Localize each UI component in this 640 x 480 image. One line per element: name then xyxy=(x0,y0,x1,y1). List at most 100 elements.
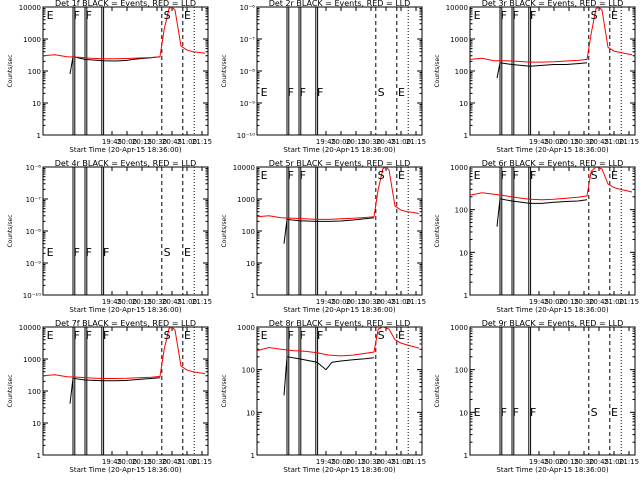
plot-frame xyxy=(469,166,636,296)
x-tick-label: 20:30 xyxy=(574,298,594,306)
plot-frame xyxy=(256,326,423,456)
x-tick-label: 21:00 xyxy=(391,138,411,146)
attenuator-marker-label: F xyxy=(103,329,109,342)
x-tick-label: 20:15 xyxy=(132,298,152,306)
attenuator-marker-label: F xyxy=(74,246,80,259)
events-series-line xyxy=(283,356,375,396)
x-tick-label: 20:00 xyxy=(331,298,351,306)
panel-det-4: Det 4r BLACK = Events, RED = LLD 10⁻¹⁰ 10⁻… xyxy=(7,159,212,314)
y-axis-title: Counts/sec xyxy=(221,374,228,407)
y-tick-label: 10⁻⁷ xyxy=(240,36,256,44)
x-tick-label: 19:45 xyxy=(102,458,122,466)
x-tick-label: 21:00 xyxy=(391,458,411,466)
lld-series-line xyxy=(257,327,420,357)
x-axis-title: Start Time (20-Apr-15 18:36:00) xyxy=(69,466,181,474)
attenuator-marker-label: F xyxy=(530,9,536,22)
attenuator-marker-label: F xyxy=(501,406,507,419)
events-series-line xyxy=(283,217,375,244)
x-tick-label: 20:15 xyxy=(559,138,579,146)
attenuator-marker-label: F xyxy=(530,406,536,419)
x-tick-label: 20:30 xyxy=(361,458,381,466)
attenuator-marker-label: E xyxy=(611,169,618,182)
x-tick-label: 19:45 xyxy=(316,458,336,466)
x-tick-label: 20:45 xyxy=(162,458,182,466)
y-tick-label: 100 xyxy=(28,68,41,76)
y-axis-title: Counts/sec xyxy=(7,214,14,247)
y-tick-label: 1 xyxy=(464,132,468,140)
x-tick-label: 20:15 xyxy=(559,298,579,306)
y-tick-label: 10000 xyxy=(446,4,468,12)
panel-det-7: Det 7f BLACK = Events, RED = LLD 1 10 100 10… xyxy=(7,319,212,474)
x-tick-label: 19:45 xyxy=(316,298,336,306)
y-tick-label: 100 xyxy=(455,68,468,76)
panel-det-1: Det 1f BLACK = Events, RED = LLD 1 10 100 10… xyxy=(7,0,212,154)
y-tick-label: 10⁻⁷ xyxy=(26,196,42,204)
panel-title: Det 4r BLACK = Events, RED = LLD xyxy=(55,159,197,168)
attenuator-marker-label: E xyxy=(184,246,191,259)
panel-title: Det 6r BLACK = Events, RED = LLD xyxy=(482,159,624,168)
y-tick-label: 10000 xyxy=(19,324,41,332)
x-axis-title: Start Time (20-Apr-15 18:36:00) xyxy=(69,146,181,154)
y-axis-title: Counts/sec xyxy=(7,374,14,407)
attenuator-marker-label: F xyxy=(300,86,306,99)
x-tick-label: 19:45 xyxy=(102,298,122,306)
y-tick-label: 10⁻⁶ xyxy=(26,164,42,172)
y-tick-label: 10 xyxy=(459,409,468,417)
attenuator-marker-label: S xyxy=(591,406,598,419)
attenuator-marker-label: E xyxy=(261,169,268,182)
lld-series-line xyxy=(470,7,633,63)
panel-det-6: Det 6r BLACK = Events, RED = LLD 1 10 100 10… xyxy=(434,159,639,314)
y-tick-label: 1000 xyxy=(23,36,41,44)
attenuator-marker-label: E xyxy=(398,329,405,342)
x-tick-label: 20:00 xyxy=(544,458,564,466)
x-tick-label: 20:45 xyxy=(376,458,396,466)
y-tick-label: 1000 xyxy=(237,324,255,332)
y-tick-label: 10⁻⁶ xyxy=(240,4,256,12)
x-tick-label: 21:00 xyxy=(177,298,197,306)
x-tick-label: 20:00 xyxy=(331,138,351,146)
attenuator-marker-label: F xyxy=(317,329,323,342)
x-tick-label: 20:15 xyxy=(132,458,152,466)
x-tick-label: 20:15 xyxy=(346,138,366,146)
y-tick-label: 10 xyxy=(32,100,41,108)
x-tick-label: 21:00 xyxy=(391,298,411,306)
y-tick-label: 10 xyxy=(246,409,255,417)
lld-series-line xyxy=(470,167,633,201)
y-tick-label: 1 xyxy=(37,132,41,140)
x-tick-label: 21:15 xyxy=(406,298,426,306)
attenuator-marker-label: F xyxy=(300,329,306,342)
panel-det-3: Det 3r BLACK = Events, RED = LLD 1 10 100 10… xyxy=(434,0,639,154)
x-tick-label: 20:00 xyxy=(331,458,351,466)
attenuator-marker-label: F xyxy=(501,169,507,182)
attenuator-marker-label: S xyxy=(378,329,385,342)
attenuator-marker-label: F xyxy=(288,329,294,342)
x-tick-label: 21:00 xyxy=(604,458,624,466)
attenuator-marker-label: F xyxy=(86,9,92,22)
y-tick-label: 1000 xyxy=(237,196,255,204)
y-axis-title: Counts/sec xyxy=(221,54,228,87)
x-tick-label: 20:45 xyxy=(589,138,609,146)
y-tick-label: 10⁻⁸ xyxy=(240,68,256,76)
attenuator-marker-label: S xyxy=(378,169,385,182)
attenuator-marker-label: F xyxy=(74,9,80,22)
y-tick-label: 10⁻¹⁰ xyxy=(23,292,41,300)
y-tick-label: 100 xyxy=(242,367,255,375)
x-axis-title: Start Time (20-Apr-15 18:36:00) xyxy=(283,146,395,154)
x-tick-label: 21:15 xyxy=(192,138,212,146)
y-tick-label: 10 xyxy=(32,420,41,428)
y-tick-label: 1 xyxy=(464,452,468,460)
attenuator-marker-label: F xyxy=(501,9,507,22)
panel-title: Det 2r BLACK = Events, RED = LLD xyxy=(269,0,411,8)
panel-title: Det 1f BLACK = Events, RED = LLD xyxy=(55,0,196,8)
attenuator-marker-label: F xyxy=(86,329,92,342)
x-axis-title: Start Time (20-Apr-15 18:36:00) xyxy=(283,466,395,474)
x-tick-label: 21:00 xyxy=(604,138,624,146)
attenuator-marker-label: F xyxy=(513,406,519,419)
attenuator-marker-label: E xyxy=(474,406,481,419)
y-tick-label: 1 xyxy=(37,452,41,460)
attenuator-marker-label: S xyxy=(378,86,385,99)
x-tick-label: 19:45 xyxy=(529,458,549,466)
x-axis-title: Start Time (20-Apr-15 18:36:00) xyxy=(496,466,608,474)
attenuator-marker-label: F xyxy=(300,169,306,182)
